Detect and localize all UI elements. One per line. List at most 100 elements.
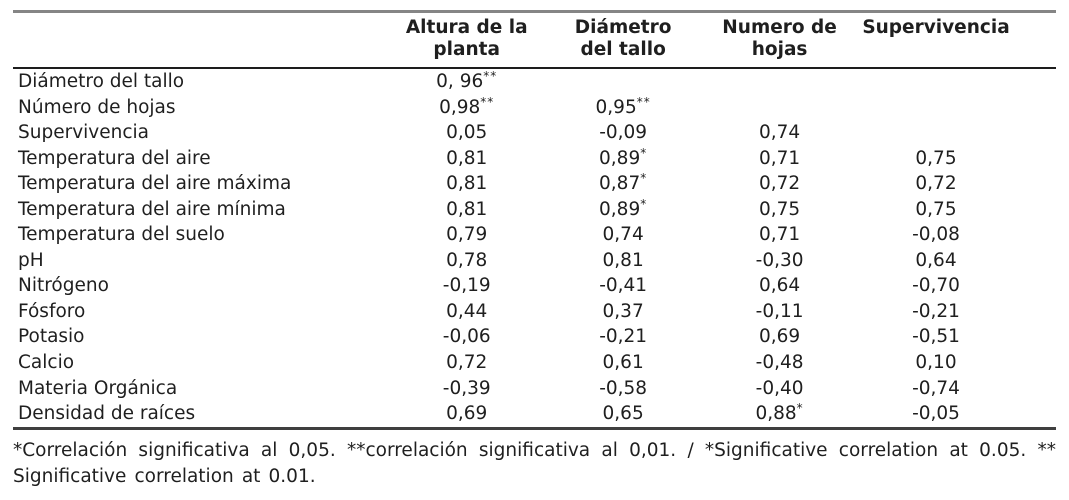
cell-value: 0,79 bbox=[446, 224, 488, 246]
spacer-cell bbox=[1014, 95, 1056, 121]
table-row: Calcio 0,72 0,61 -0,48 0,10 bbox=[13, 350, 1056, 376]
cell-value: -0,39 bbox=[442, 377, 491, 399]
column-header-line: Supervivencia bbox=[862, 17, 1010, 38]
cell-value: 0,10 bbox=[915, 352, 957, 374]
significance-marker: * bbox=[796, 401, 804, 415]
cell-value: 0,75 bbox=[758, 198, 801, 220]
cell-value: -0,48 bbox=[755, 352, 804, 374]
cell-value: 0,71 bbox=[758, 224, 801, 246]
row-label: Temperatura del aire mínima bbox=[18, 198, 286, 220]
row-label: Temperatura del aire bbox=[18, 147, 211, 169]
cell-value: 0,74 bbox=[758, 122, 801, 144]
cell-value: -0,74 bbox=[912, 377, 960, 399]
cell-value bbox=[701, 68, 857, 95]
cell-value: 0,81 bbox=[602, 249, 644, 271]
cell-value: 0,72 bbox=[915, 173, 957, 195]
cell-value: 0,64 bbox=[915, 249, 957, 271]
cell-value: -0,06 bbox=[442, 326, 491, 348]
cell-value: 0,65 bbox=[544, 401, 702, 430]
row-label: Supervivencia bbox=[18, 122, 149, 144]
table-row: Temperatura del aire 0,81 0,89* 0,71 0,7… bbox=[13, 146, 1056, 172]
cell-value: -0,05 bbox=[857, 401, 1015, 430]
cell-value: 0,72 bbox=[758, 173, 801, 195]
spacer-cell bbox=[1014, 171, 1056, 197]
spacer-cell bbox=[1014, 68, 1056, 95]
row-label: Materia Orgánica bbox=[18, 377, 178, 399]
cell-value: 0,98** bbox=[439, 94, 495, 118]
row-label: Nitrógeno bbox=[18, 275, 109, 297]
cell-value: 0,05 bbox=[446, 122, 488, 144]
cell-value: -0,21 bbox=[599, 326, 648, 348]
table-row: Densidad de raíces 0,69 0,65 0,88* -0,05 bbox=[13, 401, 1056, 430]
cell-value: 0,81 bbox=[446, 198, 488, 220]
row-label: Densidad de raíces bbox=[13, 401, 389, 430]
table-row: pH 0,78 0,81 -0,30 0,64 bbox=[13, 248, 1056, 274]
cell-value: -0,41 bbox=[599, 275, 648, 297]
table-row: Temperatura del aire mínima 0,81 0,89* 0… bbox=[13, 197, 1056, 223]
cell-value bbox=[701, 95, 857, 121]
spacer-cell bbox=[1014, 273, 1056, 299]
table-row: Nitrógeno -0,19 -0,41 0,64 -0,70 bbox=[13, 273, 1056, 299]
cell-value: 0,87* bbox=[599, 171, 648, 195]
cell-value: -0,70 bbox=[912, 275, 960, 297]
spacer-cell bbox=[1014, 248, 1056, 274]
cell-value: 0,89* bbox=[599, 145, 648, 169]
row-label: pH bbox=[18, 249, 44, 271]
row-label: Diámetro del tallo bbox=[18, 71, 185, 92]
spacer-cell bbox=[1014, 146, 1056, 172]
column-header-line: Diámetro bbox=[574, 17, 672, 38]
cell-value: -0,51 bbox=[912, 326, 960, 348]
table-row: Número de hojas 0,98** 0,95** bbox=[13, 95, 1056, 121]
spacer-cell bbox=[1014, 324, 1056, 350]
cell-value: 0,75 bbox=[915, 198, 957, 220]
significance-marker: * bbox=[640, 145, 648, 160]
table-header: Altura de la planta Diámetro del tallo N… bbox=[13, 11, 1056, 69]
cell-value: 0,81 bbox=[446, 147, 488, 169]
cell-value bbox=[858, 68, 1014, 95]
cell-value bbox=[545, 68, 701, 95]
column-header-supervivencia: Supervivencia bbox=[857, 11, 1015, 69]
cell-value: 0,88* bbox=[701, 401, 858, 430]
cell-value: -0,09 bbox=[599, 122, 648, 144]
cell-value: 0, 96** bbox=[436, 68, 498, 92]
cell-value: -0,21 bbox=[912, 300, 960, 322]
cell-value: 0,61 bbox=[602, 352, 644, 374]
cell-value: 0,75 bbox=[915, 147, 957, 169]
column-header-altura: Altura de la planta bbox=[388, 11, 545, 69]
cell-value: -0,30 bbox=[755, 249, 804, 271]
cell-value: 0,81 bbox=[446, 173, 488, 195]
cell-value: 0,69 bbox=[388, 401, 545, 430]
spacer-cell bbox=[1014, 376, 1056, 402]
row-label: Calcio bbox=[18, 352, 75, 374]
cell-value: 0,78 bbox=[446, 249, 488, 271]
spacer-cell bbox=[1014, 401, 1056, 430]
header-spacer-cell bbox=[1014, 11, 1056, 69]
cell-value: -0,40 bbox=[755, 377, 804, 399]
table-row: Temperatura del suelo 0,79 0,74 0,71 -0,… bbox=[13, 222, 1056, 248]
column-header-line: Numero de bbox=[722, 17, 837, 38]
cell-value: 0,89* bbox=[599, 196, 648, 220]
row-label: Temperatura del suelo bbox=[18, 224, 225, 246]
table-row: Temperatura del aire máxima 0,81 0,87* 0… bbox=[13, 171, 1056, 197]
column-header-diametro: Diámetro del tallo bbox=[544, 11, 702, 69]
column-header-line: del tallo bbox=[580, 39, 666, 60]
row-label: Temperatura del aire máxima bbox=[18, 173, 292, 195]
significance-marker: ** bbox=[483, 68, 498, 83]
cell-value: 0,64 bbox=[758, 275, 801, 297]
table-row: Supervivencia 0,05 -0,09 0,74 bbox=[13, 120, 1056, 146]
row-label: Fósforo bbox=[18, 300, 86, 322]
table-row: Fósforo 0,44 0,37 -0,11 -0,21 bbox=[13, 299, 1056, 325]
column-header-line: hojas bbox=[751, 39, 808, 60]
table-row: Potasio -0,06 -0,21 0,69 -0,51 bbox=[13, 324, 1056, 350]
cell-value: 0,69 bbox=[758, 326, 801, 348]
spacer-cell bbox=[1014, 197, 1056, 223]
column-header-line: planta bbox=[433, 39, 500, 60]
correlation-table: Altura de la planta Diámetro del tallo N… bbox=[13, 10, 1056, 430]
cell-value: 0,72 bbox=[446, 352, 488, 374]
table-body: Diámetro del tallo 0, 96** Número de hoj… bbox=[13, 68, 1056, 430]
row-label: Número de hojas bbox=[18, 96, 176, 118]
cell-value: 0,74 bbox=[602, 224, 644, 246]
spacer-cell bbox=[1014, 222, 1056, 248]
spacer-cell bbox=[1014, 120, 1056, 146]
row-label: Potasio bbox=[18, 326, 85, 348]
